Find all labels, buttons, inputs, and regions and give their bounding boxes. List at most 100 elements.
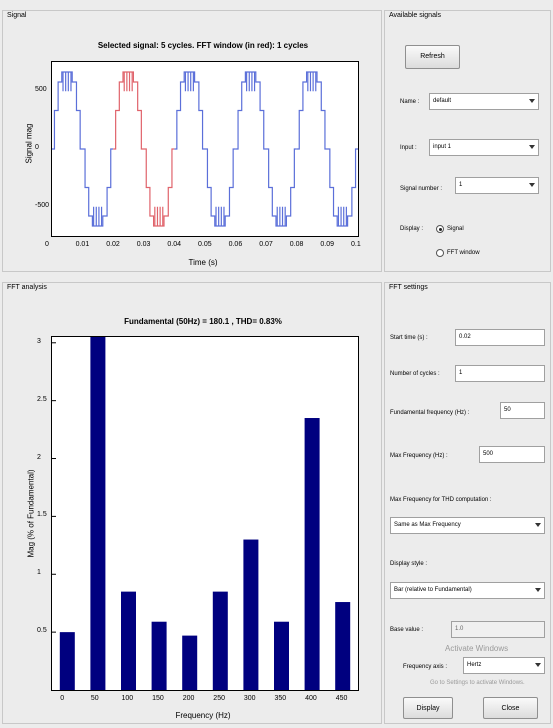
max-frequency-thd-value: Same as Max Frequency: [394, 522, 461, 528]
max-frequency-input[interactable]: 500: [479, 446, 545, 463]
display-label: Display :: [400, 226, 424, 232]
display-style-select[interactable]: Bar (relative to Fundamental): [390, 582, 545, 599]
signal-number-label: Signal number :: [400, 186, 443, 192]
display-signal-option: Signal: [447, 226, 464, 232]
fft-xtick-label: 200: [182, 695, 195, 702]
fft-settings-panel: FFT settings Start time (s) : 0.02 Numbe…: [384, 282, 551, 724]
name-label: Name :: [400, 99, 420, 105]
fft-bar-250: [212, 591, 228, 690]
chevron-down-icon: [535, 523, 541, 527]
fft-window-cycle: [113, 71, 175, 227]
signal-number-select[interactable]: 1: [455, 177, 539, 194]
fft-xtick-label: 450: [335, 695, 348, 702]
fft-xtick-label: 300: [243, 695, 256, 702]
signal-ytick-label: -500: [35, 201, 50, 209]
fft-ytick-label: 0.5: [37, 627, 47, 635]
display-style-value: Bar (relative to Fundamental): [394, 587, 472, 593]
frequency-axis-label: Frequency axis :: [403, 664, 448, 670]
fft-xtick-label: 250: [213, 695, 225, 702]
activate-windows-watermark-sub: Go to Settings to activate Windows.: [430, 680, 525, 686]
fft-ytick-label: 1.5: [37, 511, 47, 519]
fft-xtick-label: 400: [305, 695, 317, 702]
signal-cycle: [174, 71, 236, 227]
fft-ylabel: Mag (% of Fundamental): [26, 469, 36, 558]
signal-xtick-label: 0.05: [198, 241, 212, 248]
input-value: input 1: [433, 144, 452, 150]
fft-bar-200: [182, 635, 198, 690]
signal-number-value: 1: [459, 182, 463, 188]
fft-bar-300: [243, 539, 259, 690]
start-time-input[interactable]: 0.02: [455, 329, 545, 346]
refresh-button[interactable]: Refresh: [405, 45, 460, 69]
fft-bar-150: [151, 621, 167, 690]
chevron-down-icon: [529, 99, 535, 103]
base-value-input[interactable]: 1.0: [451, 621, 545, 638]
chevron-down-icon: [535, 663, 541, 667]
signal-waveform: [52, 71, 358, 227]
fft-xtick-label: 150: [152, 695, 164, 702]
chevron-down-icon: [529, 145, 535, 149]
fft-ytick-label: 2.5: [37, 395, 47, 403]
fft-xtick-label: 100: [121, 695, 134, 702]
start-time-label: Start time (s) :: [390, 335, 428, 341]
signal-xtick-label: 0.01: [75, 241, 90, 248]
frequency-axis-select[interactable]: Hertz: [463, 657, 545, 674]
close-button[interactable]: Close: [483, 697, 538, 719]
input-select[interactable]: input 1: [429, 139, 539, 156]
fft-ytick-label: 3: [37, 337, 41, 345]
fundamental-frequency-input[interactable]: 50: [500, 402, 545, 419]
fft-axes[interactable]: [51, 336, 359, 691]
activate-windows-watermark: Activate Windows: [445, 644, 509, 653]
base-value-label: Base value :: [390, 627, 424, 633]
signal-cycle: [235, 71, 297, 227]
number-of-cycles-label: Number of cycles :: [390, 371, 440, 377]
fft-bar-50: [90, 337, 106, 690]
chevron-down-icon: [529, 183, 535, 187]
fft-bar-100: [121, 591, 136, 690]
fft-plot-title: Fundamental (50Hz) = 180.1 , THD= 0.83%: [124, 317, 282, 326]
signal-cycle: [296, 71, 358, 227]
signal-panel-title: Signal: [7, 12, 27, 19]
fft-analysis-title: FFT analysis: [7, 284, 47, 291]
display-signal-radio[interactable]: [436, 225, 444, 233]
signal-xtick-label: 0.06: [228, 241, 243, 248]
fft-xtick-label: 350: [274, 695, 287, 702]
signal-xtick-label: 0.08: [289, 241, 304, 248]
max-frequency-label: Max Frequency (Hz) :: [390, 453, 448, 459]
fft-ytick-label: 2: [37, 453, 41, 461]
signal-plot-title: Selected signal: 5 cycles. FFT window (i…: [97, 41, 309, 50]
fft-xtick-label: 0: [60, 695, 65, 702]
fft-bar-chart: [52, 337, 351, 690]
fft-bar-450: [335, 602, 351, 690]
fft-settings-title: FFT settings: [389, 284, 428, 291]
fft-xlabel: Frequency (Hz): [175, 711, 231, 720]
display-fft-window-option: FFT window: [447, 250, 480, 256]
input-label: Input :: [400, 145, 417, 151]
signal-ytick-label: 0: [35, 144, 39, 151]
name-select[interactable]: default: [429, 93, 539, 110]
fft-bar-400: [304, 418, 320, 690]
signal-xtick-label: 0.02: [106, 241, 120, 248]
display-style-label: Display style :: [390, 561, 428, 567]
signal-ylabel: Signal mag: [24, 123, 34, 164]
frequency-axis-value: Hertz: [467, 662, 482, 668]
display-button[interactable]: Display: [403, 697, 453, 719]
max-frequency-thd-select[interactable]: Same as Max Frequency: [390, 517, 545, 534]
signal-panel: Signal Selected signal: 5 cycles. FFT wi…: [2, 10, 382, 272]
number-of-cycles-input[interactable]: 1: [455, 365, 545, 382]
display-fft-window-radio[interactable]: [436, 249, 444, 257]
fft-bar-350: [274, 621, 289, 690]
max-frequency-thd-label: Max Frequency for THD computation :: [390, 497, 492, 503]
signal-xtick-label: 0.03: [136, 241, 151, 248]
signal-xlabel: Time (s): [188, 258, 218, 267]
signal-xtick-label: 0.09: [320, 241, 335, 248]
name-value: default: [433, 98, 452, 104]
fft-ytick-label: 1: [37, 569, 41, 577]
signal-axes[interactable]: [51, 61, 359, 237]
available-signals-panel: Available signals Refresh Name : default…: [384, 10, 551, 272]
available-signals-title: Available signals: [389, 12, 442, 19]
signal-xtick-label: 0.07: [259, 241, 273, 248]
signal-xtick-label: 0.1: [351, 241, 361, 248]
fft-bar-0: [59, 632, 75, 690]
signal-xtick-label: 0: [45, 241, 49, 248]
